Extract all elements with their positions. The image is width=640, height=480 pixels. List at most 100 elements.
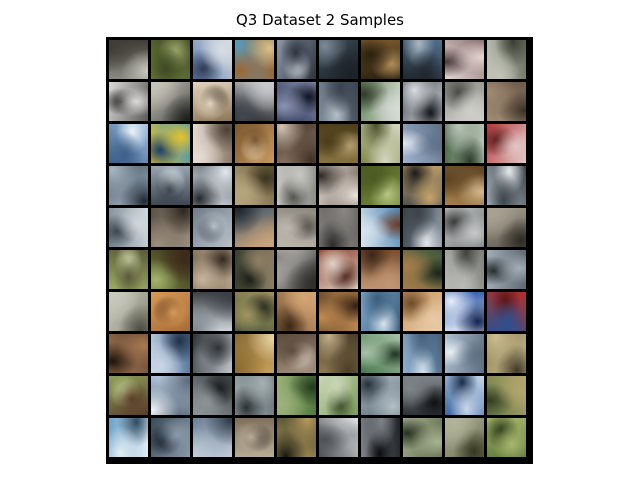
sample-tile-r1-c10 [487,40,526,79]
sample-tile-r5-c1 [109,208,148,247]
sample-tile-r3-c5 [277,124,316,163]
sample-tile-r5-c4 [235,208,274,247]
sample-tile-r4-c1 [109,166,148,205]
sample-tile-r3-c3 [193,124,232,163]
sample-tile-r9-c3 [193,376,232,415]
sample-tile-r2-c7 [361,82,400,121]
sample-tile-r9-c2 [151,376,190,415]
sample-tile-r8-c2 [151,334,190,373]
sample-tile-r4-c6 [319,166,358,205]
sample-tile-r6-c5 [277,250,316,289]
sample-tile-r9-c5 [277,376,316,415]
sample-tile-r5-c9 [445,208,484,247]
sample-tile-r8-c5 [277,334,316,373]
sample-tile-r1-c1 [109,40,148,79]
sample-tile-r2-c3 [193,82,232,121]
sample-tile-r2-c2 [151,82,190,121]
sample-tile-r8-c8 [403,334,442,373]
sample-tile-r5-c5 [277,208,316,247]
sample-tile-r7-c3 [193,292,232,331]
sample-tile-r10-c7 [361,418,400,457]
sample-tile-r10-c6 [319,418,358,457]
sample-tile-r5-c10 [487,208,526,247]
sample-tile-r5-c6 [319,208,358,247]
sample-tile-r10-c10 [487,418,526,457]
sample-tile-r2-c10 [487,82,526,121]
sample-tile-r8-c1 [109,334,148,373]
sample-tile-r2-c6 [319,82,358,121]
sample-tile-r8-c7 [361,334,400,373]
sample-tile-r7-c5 [277,292,316,331]
sample-tile-r1-c3 [193,40,232,79]
sample-tile-r9-c9 [445,376,484,415]
sample-image-grid [106,37,533,464]
sample-tile-r1-c5 [277,40,316,79]
sample-tile-r7-c8 [403,292,442,331]
sample-tile-r6-c10 [487,250,526,289]
sample-tile-r7-c1 [109,292,148,331]
sample-tile-r3-c6 [319,124,358,163]
sample-tile-r7-c9 [445,292,484,331]
sample-tile-r7-c7 [361,292,400,331]
sample-tile-r9-c6 [319,376,358,415]
sample-tile-r10-c5 [277,418,316,457]
sample-tile-r9-c10 [487,376,526,415]
sample-tile-r8-c10 [487,334,526,373]
sample-tile-r10-c9 [445,418,484,457]
sample-tile-r10-c8 [403,418,442,457]
sample-tile-r8-c3 [193,334,232,373]
sample-tile-r6-c8 [403,250,442,289]
sample-tile-r4-c9 [445,166,484,205]
sample-tile-r4-c10 [487,166,526,205]
sample-tile-r3-c7 [361,124,400,163]
sample-tile-r1-c7 [361,40,400,79]
figure-title: Q3 Dataset 2 Samples [236,11,404,29]
sample-tile-r7-c6 [319,292,358,331]
sample-tile-r5-c3 [193,208,232,247]
sample-tile-r6-c6 [319,250,358,289]
sample-tile-r6-c2 [151,250,190,289]
sample-tile-r1-c9 [445,40,484,79]
sample-tile-r1-c4 [235,40,274,79]
sample-tile-r9-c4 [235,376,274,415]
sample-tile-r7-c2 [151,292,190,331]
sample-tile-r4-c2 [151,166,190,205]
sample-tile-r4-c7 [361,166,400,205]
sample-tile-r10-c1 [109,418,148,457]
sample-tile-r10-c4 [235,418,274,457]
sample-tile-r3-c8 [403,124,442,163]
sample-tile-r2-c9 [445,82,484,121]
sample-tile-r3-c4 [235,124,274,163]
sample-tile-r6-c9 [445,250,484,289]
sample-tile-r4-c5 [277,166,316,205]
sample-tile-r5-c2 [151,208,190,247]
sample-tile-r6-c7 [361,250,400,289]
sample-tile-r1-c6 [319,40,358,79]
sample-tile-r8-c6 [319,334,358,373]
sample-tile-r1-c8 [403,40,442,79]
sample-tile-r3-c2 [151,124,190,163]
sample-tile-r3-c9 [445,124,484,163]
sample-tile-r9-c8 [403,376,442,415]
sample-tile-r3-c1 [109,124,148,163]
sample-tile-r2-c4 [235,82,274,121]
sample-tile-r10-c3 [193,418,232,457]
sample-tile-r2-c1 [109,82,148,121]
sample-tile-r7-c4 [235,292,274,331]
sample-tile-r2-c5 [277,82,316,121]
sample-tile-r3-c10 [487,124,526,163]
sample-tile-r9-c1 [109,376,148,415]
sample-tile-r2-c8 [403,82,442,121]
sample-tile-r4-c3 [193,166,232,205]
sample-tile-r8-c4 [235,334,274,373]
sample-tile-r6-c3 [193,250,232,289]
sample-tile-r5-c8 [403,208,442,247]
sample-tile-r6-c4 [235,250,274,289]
sample-tile-r9-c7 [361,376,400,415]
sample-tile-r10-c2 [151,418,190,457]
sample-tile-r1-c2 [151,40,190,79]
sample-tile-r5-c7 [361,208,400,247]
sample-tile-r8-c9 [445,334,484,373]
sample-tile-r7-c10 [487,292,526,331]
sample-tile-r4-c4 [235,166,274,205]
